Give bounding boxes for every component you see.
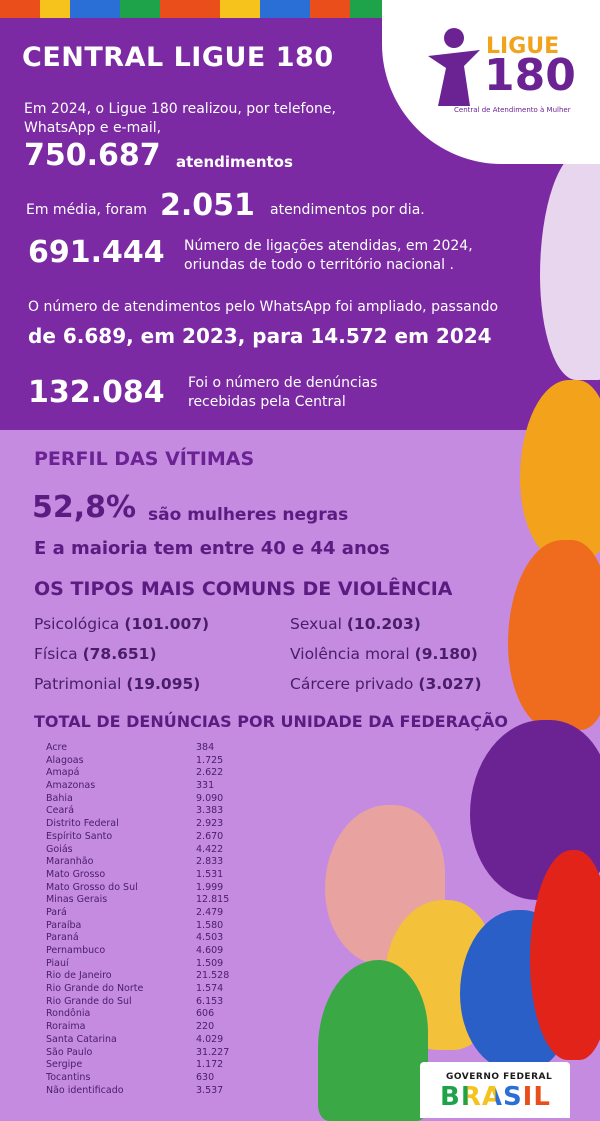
percent-label: são mulheres negras — [148, 505, 349, 525]
logo-number: 180 — [484, 50, 576, 101]
table-row: Tocantins 630 — [46, 1071, 215, 1083]
violence-item: Sexual (10.203) — [290, 615, 421, 633]
complaints-label-2: recebidas pela Central — [188, 394, 346, 410]
government-label: GOVERNO FEDERAL — [446, 1072, 553, 1082]
intro-text-2: WhatsApp e e-mail, — [24, 120, 162, 136]
table-row: Sergipe 1.172 — [46, 1059, 224, 1071]
table-row: Distrito Federal 2.923 — [46, 818, 224, 830]
total-value: 750.687 — [24, 138, 161, 173]
violence-item: Cárcere privado (3.027) — [290, 675, 482, 693]
table-row: Rio de Janeiro 21.528 — [46, 970, 230, 982]
table-row: Não identificado 3.537 — [46, 1084, 224, 1096]
table-row: Rio Grande do Norte 1.574 — [46, 983, 224, 995]
table-row: Roraima 220 — [46, 1021, 215, 1033]
avg-prefix: Em média, foram — [26, 202, 147, 218]
calls-label-2: oriundas de todo o território nacional . — [184, 257, 454, 273]
table-row: Goiás 4.422 — [46, 843, 224, 855]
calls-value: 691.444 — [28, 235, 165, 270]
table-row: Alagoas 1.725 — [46, 754, 224, 766]
table-row: Mato Grosso 1.531 — [46, 868, 224, 880]
table-row: Mato Grosso do Sul 1.999 — [46, 881, 224, 893]
table-row: Bahia 9.090 — [46, 792, 224, 804]
table-row: Maranhão 2.833 — [46, 856, 224, 868]
table-row: São Paulo 31.227 — [46, 1046, 230, 1058]
violence-item: Psicológica (101.007) — [34, 615, 210, 633]
total-label: atendimentos — [176, 153, 293, 171]
table-row: Rondônia 606 — [46, 1008, 215, 1020]
states-table: Acre 384 Alagoas 1.725 Amapá 2.622 Amazonas… — [38, 742, 284, 1097]
profile-title: PERFIL DAS VÍTIMAS — [34, 448, 255, 470]
table-row: Paraíba 1.580 — [46, 919, 224, 931]
table-row: Espírito Santo 2.670 — [46, 830, 224, 842]
table-row: Acre 384 — [46, 742, 215, 753]
complaints-label-1: Foi o número de denúncias — [188, 375, 378, 391]
table-row: Pernambuco 4.609 — [46, 945, 224, 956]
table-row: Rio Grande do Sul 6.153 — [46, 995, 224, 1007]
table-row: Santa Catarina 4.029 — [46, 1033, 224, 1045]
page-title: CENTRAL LIGUE 180 — [22, 42, 334, 73]
logo-word: LIGUE — [486, 34, 560, 59]
violence-item: Patrimonial (19.095) — [34, 675, 201, 693]
violence-item: Física (78.651) — [34, 645, 157, 663]
woman-figure-icon — [428, 28, 480, 106]
table-row: Amapá 2.622 — [46, 767, 224, 779]
logo-subtitle: Central de Atendimento à Mulher — [454, 106, 571, 114]
table-row: Amazonas 331 — [46, 780, 215, 792]
intro-text: Em 2024, o Ligue 180 realizou, por telef… — [24, 101, 336, 117]
complaints-value: 132.084 — [28, 375, 165, 410]
table-row: Ceará 3.383 — [46, 805, 224, 817]
violence-item: Violência moral (9.180) — [290, 645, 478, 663]
avg-suffix: atendimentos por dia. — [270, 202, 425, 218]
whatsapp-values: de 6.689, em 2023, para 14.572 em 2024 — [28, 324, 492, 348]
table-row: Paraná 4.503 — [46, 932, 224, 944]
table-row: Pará 2.479 — [46, 906, 224, 918]
whatsapp-text: O número de atendimentos pelo WhatsApp f… — [28, 299, 499, 315]
calls-label-1: Número de ligações atendidas, em 2024, — [184, 238, 473, 254]
age-text: E a maioria tem entre 40 e 44 anos — [34, 538, 390, 559]
table-row: Minas Gerais 12.815 — [46, 894, 230, 906]
states-title: TOTAL DE DENÚNCIAS POR UNIDADE DA FEDERA… — [34, 712, 509, 731]
brasil-logo: BRASIL — [440, 1082, 551, 1112]
avg-value: 2.051 — [160, 188, 255, 223]
table-row: Piauí 1.509 — [46, 957, 224, 969]
government-logo-background — [420, 1062, 570, 1118]
percent-value: 52,8% — [32, 490, 137, 525]
violence-title: OS TIPOS MAIS COMUNS DE VIOLÊNCIA — [34, 578, 453, 600]
